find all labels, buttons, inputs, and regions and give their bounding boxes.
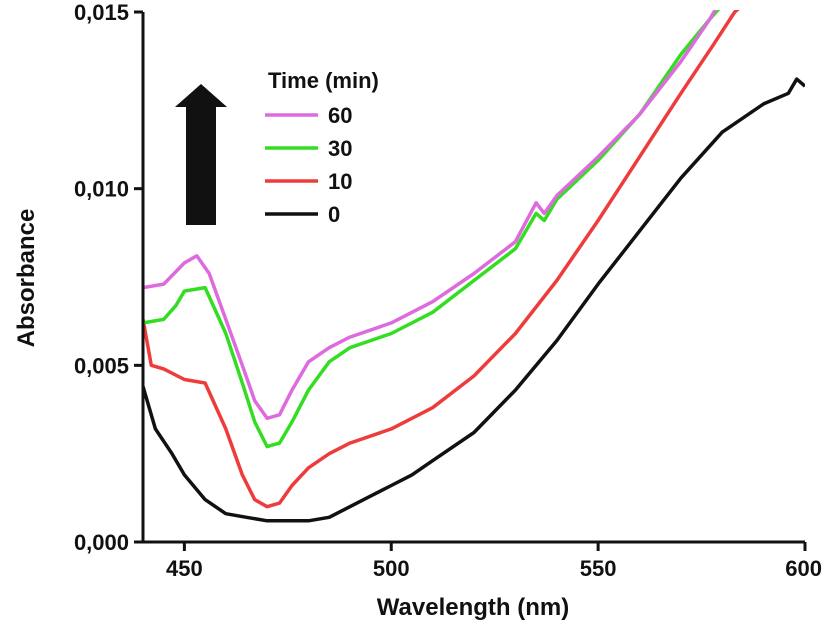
legend-label-0: 0 (328, 202, 340, 227)
series-layer (143, 10, 805, 523)
series-line-30 (143, 10, 721, 449)
legend-label-30: 30 (328, 136, 352, 161)
legend-label-10: 10 (328, 169, 352, 194)
y-tick-label: 0,000 (74, 530, 129, 555)
series-line-60 (143, 10, 718, 421)
x-tick-label: 500 (373, 556, 410, 581)
series-line-10 (143, 10, 740, 509)
x-tick-label: 600 (785, 556, 822, 581)
legend: Time (min) 60 30 10 0 (265, 68, 379, 227)
y-tick-label: 0,005 (74, 353, 129, 378)
increase-arrow-icon (175, 84, 227, 225)
legend-title: Time (min) (268, 68, 379, 93)
series-line-0 (143, 77, 805, 523)
legend-entries: 60 30 10 0 (265, 103, 352, 227)
y-axis-title: Absorbance (13, 209, 40, 348)
x-tick-label: 550 (580, 556, 617, 581)
x-axis-title: Wavelength (nm) (377, 594, 569, 621)
x-tick-label: 450 (166, 556, 203, 581)
legend-label-60: 60 (328, 103, 352, 128)
y-tick-label: 0,010 (74, 177, 129, 202)
y-tick-label: 0,015 (74, 0, 129, 25)
